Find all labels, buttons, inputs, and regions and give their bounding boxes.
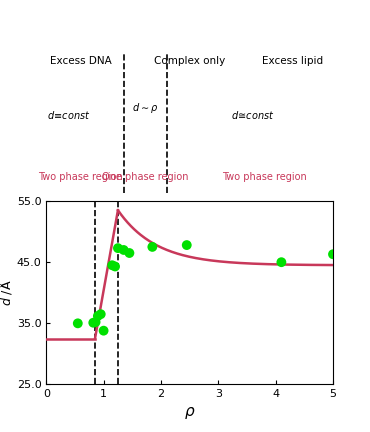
Point xyxy=(330,251,336,258)
Point xyxy=(127,250,132,257)
Point xyxy=(184,241,190,248)
Point xyxy=(121,247,127,254)
Text: Two phase region: Two phase region xyxy=(222,172,307,181)
Point xyxy=(149,244,155,251)
Y-axis label: $d$ /Å: $d$ /Å xyxy=(0,280,14,306)
Text: $d\!\equiv\!const$: $d\!\equiv\!const$ xyxy=(47,109,91,121)
Text: $d\sim\rho$: $d\sim\rho$ xyxy=(132,101,158,115)
Point xyxy=(90,319,96,326)
Text: Complex only: Complex only xyxy=(154,56,225,66)
X-axis label: $\rho$: $\rho$ xyxy=(184,405,195,421)
Point xyxy=(101,327,107,334)
Text: One phase region: One phase region xyxy=(102,172,188,181)
Text: Two phase region: Two phase region xyxy=(38,172,123,181)
Point xyxy=(75,320,81,327)
Point xyxy=(95,312,101,319)
Point xyxy=(112,263,118,270)
Text: Excess lipid: Excess lipid xyxy=(262,56,323,66)
Text: Excess DNA: Excess DNA xyxy=(50,56,111,66)
Point xyxy=(115,245,121,251)
Point xyxy=(92,319,98,326)
Point xyxy=(109,262,115,269)
Point xyxy=(98,311,104,318)
Text: $d\!\cong\!const$: $d\!\cong\!const$ xyxy=(231,109,275,121)
Point xyxy=(279,259,285,266)
